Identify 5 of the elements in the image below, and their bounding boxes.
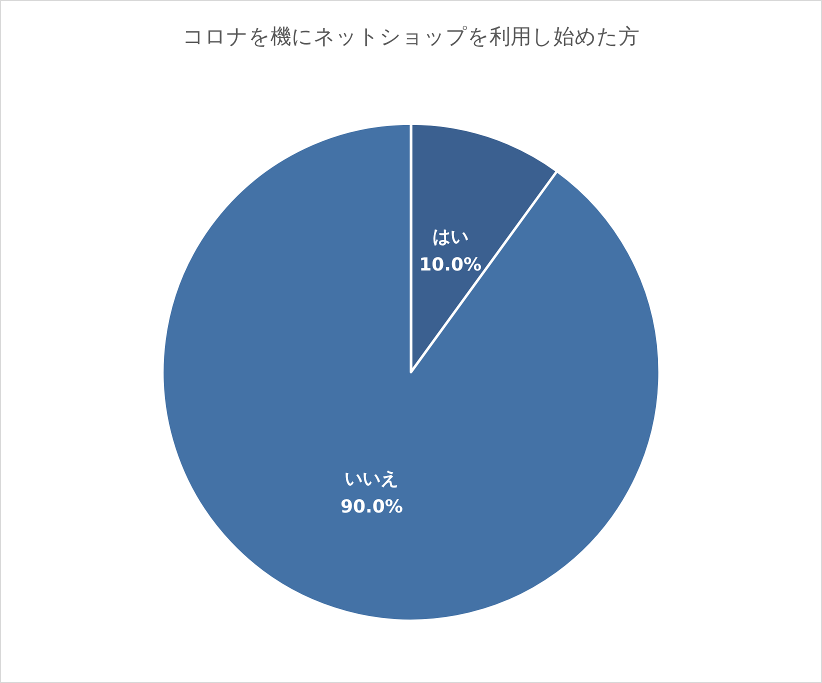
data-label: 90.0%	[340, 496, 403, 518]
slice-label: いいえ	[344, 468, 399, 490]
data-label: 10.0%	[419, 254, 482, 276]
slice-label: はい	[432, 226, 468, 248]
chart-title: コロナを機にネットショップを利用し始めた方	[182, 24, 640, 48]
